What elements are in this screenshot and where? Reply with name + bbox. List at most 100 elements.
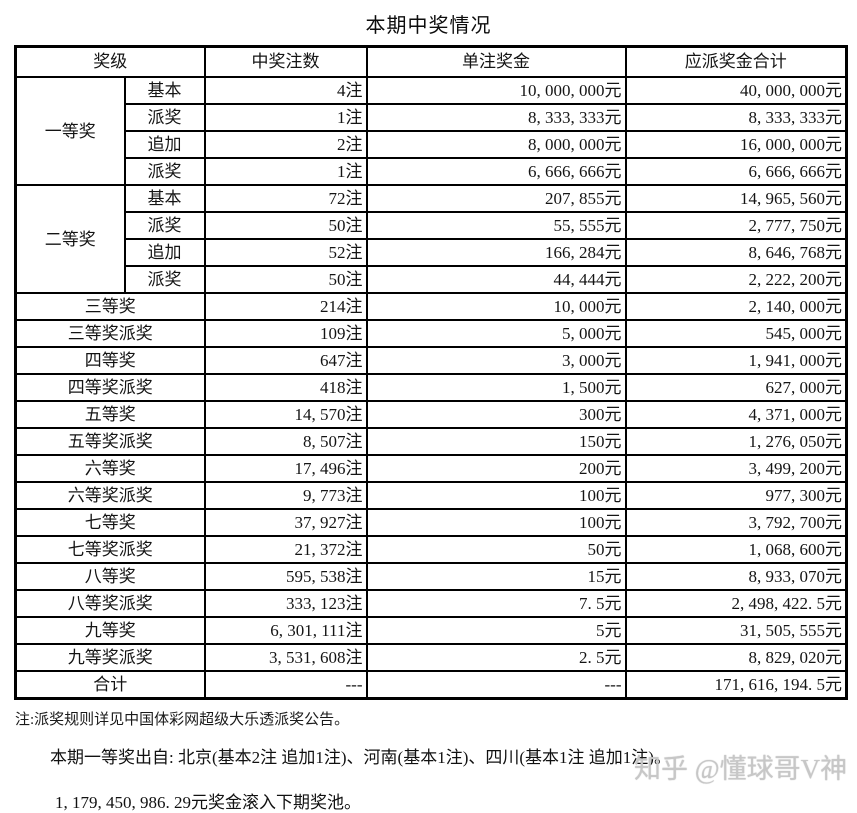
prize-subtype-cell: 派奖 <box>123 157 206 186</box>
table-row: 派奖 1注 6, 666, 666元 6, 666, 666元 <box>16 157 848 186</box>
total-prize-cell: 8, 646, 768元 <box>624 238 848 267</box>
winning-bets-cell: 17, 496注 <box>203 454 368 483</box>
total-prize-cell: 2, 498, 422. 5元 <box>624 589 848 618</box>
single-prize-cell: 10, 000元 <box>365 292 627 321</box>
winning-bets-cell: 50注 <box>203 211 368 240</box>
table-row: 六等奖 17, 496注 200元 3, 499, 200元 <box>14 454 848 483</box>
winning-bets-cell: 21, 372注 <box>203 535 368 564</box>
table-row: 四等奖派奖 418注 1, 500元 627, 000元 <box>14 373 848 402</box>
total-prize-cell: 8, 829, 020元 <box>624 643 848 672</box>
first-prize-source-note: 本期一等奖出自: 北京(基本2注 追加1注)、河南(基本1注)、四川(基本1注 … <box>50 748 671 767</box>
total-prize-cell: 4, 371, 000元 <box>624 400 848 429</box>
rule-note: 注:派奖规则详见中国体彩网超级大乐透派奖公告。 <box>15 712 350 728</box>
winning-bets-cell: 9, 773注 <box>203 481 368 510</box>
table-row: 七等奖 37, 927注 100元 3, 792, 700元 <box>14 508 848 537</box>
total-prize-cell: 16, 000, 000元 <box>624 130 848 159</box>
total-prize-cell: 545, 000元 <box>624 319 848 348</box>
winning-bets-cell: --- <box>203 670 368 700</box>
col-header-total-prize: 应派奖金合计 <box>624 45 848 78</box>
total-prize-cell: 1, 276, 050元 <box>624 427 848 456</box>
winning-bets-cell: 595, 538注 <box>203 562 368 591</box>
rollover-note: 1, 179, 450, 986. 29元奖金滚入下期奖池。 <box>55 793 361 812</box>
single-prize-cell: 10, 000, 000元 <box>365 76 627 105</box>
prize-subtype-cell: 基本 <box>123 76 206 105</box>
winning-bets-cell: 8, 507注 <box>203 427 368 456</box>
prize-level-cell: 四等奖派奖 <box>14 373 206 402</box>
table-row: 五等奖 14, 570注 300元 4, 371, 000元 <box>14 400 848 429</box>
table-row: 派奖 1注 8, 333, 333元 8, 333, 333元 <box>16 103 848 132</box>
page-title: 本期中奖情况 <box>365 15 492 37</box>
prize-level-cell: 六等奖 <box>14 454 206 483</box>
table-row: 合计 --- --- 171, 616, 194. 5元 <box>14 670 848 700</box>
table-row: 九等奖 6, 301, 111注 5元 31, 505, 555元 <box>14 616 848 645</box>
prize-table: 奖级 中奖注数 单注奖金 应派奖金合计 一等奖 基本 4注 10, 000, 000元… <box>14 45 848 700</box>
prize-level-cell: 八等奖派奖 <box>14 589 206 618</box>
col-header-winning-bets: 中奖注数 <box>203 45 368 78</box>
prize-level-cell: 八等奖 <box>14 562 206 591</box>
single-prize-cell: --- <box>365 670 627 700</box>
winning-bets-cell: 50注 <box>203 265 368 294</box>
prize-subtype-cell: 追加 <box>123 238 206 267</box>
single-prize-cell: 55, 555元 <box>365 211 627 240</box>
table-row: 三等奖 214注 10, 000元 2, 140, 000元 <box>14 292 848 321</box>
total-prize-cell: 2, 140, 000元 <box>624 292 848 321</box>
table-row: 七等奖派奖 21, 372注 50元 1, 068, 600元 <box>14 535 848 564</box>
total-prize-cell: 14, 965, 560元 <box>624 184 848 213</box>
winning-bets-cell: 72注 <box>203 184 368 213</box>
table-row: 九等奖派奖 3, 531, 608注 2. 5元 8, 829, 020元 <box>14 643 848 672</box>
prize-level-cell: 合计 <box>14 670 206 700</box>
total-prize-cell: 1, 068, 600元 <box>624 535 848 564</box>
table-row: 八等奖 595, 538注 15元 8, 933, 070元 <box>14 562 848 591</box>
winning-bets-cell: 647注 <box>203 346 368 375</box>
total-prize-cell: 977, 300元 <box>624 481 848 510</box>
prize-subtype-cell: 派奖 <box>123 211 206 240</box>
table-row: 追加 2注 8, 000, 000元 16, 000, 000元 <box>16 130 848 159</box>
total-prize-cell: 31, 505, 555元 <box>624 616 848 645</box>
prize-level-cell: 二等奖 <box>14 184 126 294</box>
table-row: 三等奖派奖 109注 5, 000元 545, 000元 <box>14 319 848 348</box>
prize-level-cell: 六等奖派奖 <box>14 481 206 510</box>
prize-level-cell: 七等奖派奖 <box>14 535 206 564</box>
total-prize-cell: 6, 666, 666元 <box>624 157 848 186</box>
single-prize-cell: 100元 <box>365 508 627 537</box>
winning-bets-cell: 6, 301, 111注 <box>203 616 368 645</box>
prize-table-body: 一等奖 基本 4注 10, 000, 000元 40, 000, 000元 派奖 1注 8, … <box>14 76 848 700</box>
total-prize-cell: 8, 333, 333元 <box>624 103 848 132</box>
table-row: 四等奖 647注 3, 000元 1, 941, 000元 <box>14 346 848 375</box>
prize-subtype-cell: 追加 <box>123 130 206 159</box>
single-prize-cell: 166, 284元 <box>365 238 627 267</box>
single-prize-cell: 6, 666, 666元 <box>365 157 627 186</box>
winning-bets-cell: 214注 <box>203 292 368 321</box>
col-header-prize-level: 奖级 <box>14 45 206 78</box>
winning-bets-cell: 14, 570注 <box>203 400 368 429</box>
prize-level-cell: 一等奖 <box>14 76 126 186</box>
total-prize-cell: 8, 933, 070元 <box>624 562 848 591</box>
prize-subtype-cell: 派奖 <box>123 103 206 132</box>
prize-level-cell: 九等奖派奖 <box>14 643 206 672</box>
table-row: 派奖 50注 55, 555元 2, 777, 750元 <box>16 211 848 240</box>
single-prize-cell: 200元 <box>365 454 627 483</box>
col-header-single-prize: 单注奖金 <box>365 45 627 78</box>
prize-level-cell: 四等奖 <box>14 346 206 375</box>
table-row: 五等奖派奖 8, 507注 150元 1, 276, 050元 <box>14 427 848 456</box>
single-prize-cell: 2. 5元 <box>365 643 627 672</box>
single-prize-cell: 50元 <box>365 535 627 564</box>
total-prize-cell: 40, 000, 000元 <box>624 76 848 105</box>
single-prize-cell: 1, 500元 <box>365 373 627 402</box>
single-prize-cell: 100元 <box>365 481 627 510</box>
total-prize-cell: 3, 792, 700元 <box>624 508 848 537</box>
winning-bets-cell: 333, 123注 <box>203 589 368 618</box>
winning-bets-cell: 52注 <box>203 238 368 267</box>
single-prize-cell: 300元 <box>365 400 627 429</box>
total-prize-cell: 2, 222, 200元 <box>624 265 848 294</box>
table-row: 派奖 50注 44, 444元 2, 222, 200元 <box>16 265 848 294</box>
winning-bets-cell: 37, 927注 <box>203 508 368 537</box>
single-prize-cell: 5元 <box>365 616 627 645</box>
prize-level-cell: 九等奖 <box>14 616 206 645</box>
table-row: 八等奖派奖 333, 123注 7. 5元 2, 498, 422. 5元 <box>14 589 848 618</box>
prize-level-cell: 五等奖派奖 <box>14 427 206 456</box>
single-prize-cell: 8, 333, 333元 <box>365 103 627 132</box>
prize-subtype-cell: 基本 <box>123 184 206 213</box>
total-prize-cell: 171, 616, 194. 5元 <box>624 670 848 700</box>
single-prize-cell: 44, 444元 <box>365 265 627 294</box>
